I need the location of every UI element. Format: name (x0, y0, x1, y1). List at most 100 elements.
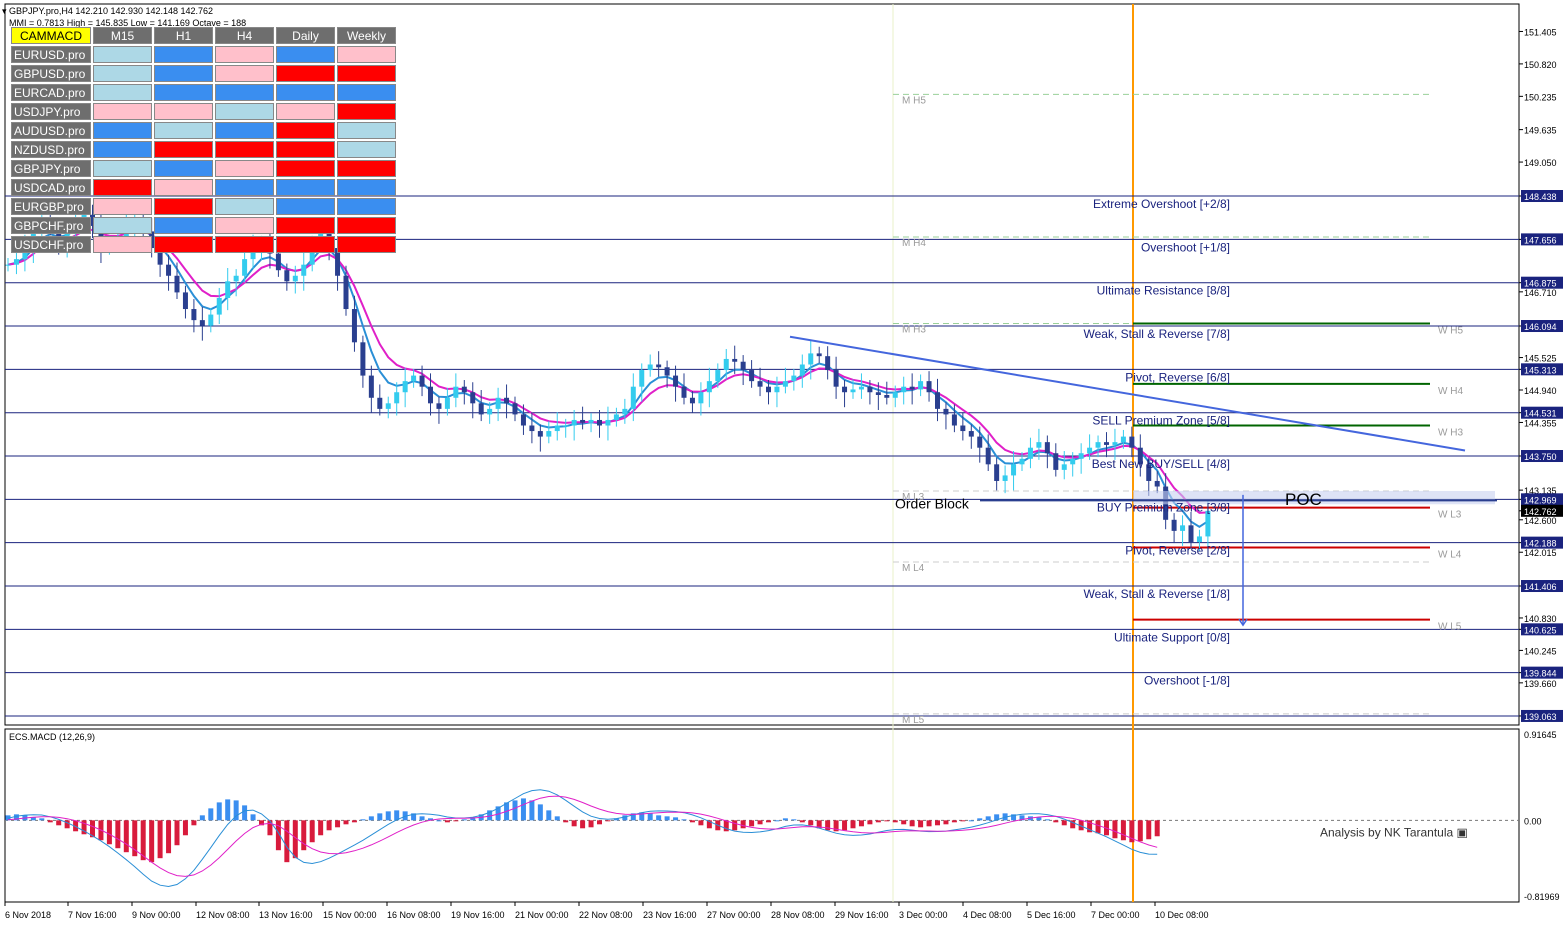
time-tick-label: 12 Nov 08:00 (196, 910, 250, 920)
level-price-badge (1521, 320, 1563, 333)
macd-histogram-bar (301, 820, 307, 851)
macd-histogram-bar (368, 816, 374, 821)
candle-body (174, 275, 180, 293)
macd-histogram-bar (816, 820, 822, 829)
dashboard-row: EURCAD.pro (11, 84, 396, 101)
candle-body (918, 381, 924, 390)
macd-histogram-bar (639, 812, 645, 821)
murrey-label: Pivot, Reverse [6/8] (1125, 370, 1230, 384)
signal-cell (93, 179, 152, 196)
candle-body (166, 264, 172, 276)
signal-cell (93, 46, 152, 63)
col-m15: M15 (93, 27, 152, 44)
candle-body (698, 392, 704, 404)
candle-body (689, 397, 695, 404)
candle-body (419, 375, 425, 387)
candle-body (453, 386, 459, 398)
macd-histogram-bar (630, 813, 636, 821)
signal-cell (215, 103, 274, 120)
signal-cell (154, 103, 213, 120)
price-tick-label: 142.969 (1524, 495, 1557, 505)
signal-cell (93, 141, 152, 158)
candle-body (1171, 519, 1177, 531)
macd-histogram-bar (749, 820, 755, 827)
macd-histogram-bar (673, 817, 679, 821)
murrey-label: Best New BUY/SELL [4/8] (1092, 457, 1230, 471)
time-tick-label: 6 Nov 2018 (5, 910, 51, 920)
time-tick-label: 7 Nov 16:00 (68, 910, 117, 920)
macd-histogram-bar (343, 820, 349, 825)
level-price-badge (1521, 276, 1563, 289)
signal-cell (93, 84, 152, 101)
macd-histogram-bar (1129, 820, 1135, 843)
macd-histogram-bar (951, 820, 957, 823)
signal-cell (215, 84, 274, 101)
macd-tick-label: 0.91645 (1524, 730, 1557, 740)
candle-body (774, 386, 780, 393)
macd-histogram-bar (1061, 820, 1067, 826)
macd-histogram-bar (436, 820, 442, 822)
macd-histogram-bar (250, 814, 256, 821)
macd-histogram-bar (242, 805, 248, 821)
macd-histogram-bar (605, 820, 611, 822)
signal-cell (93, 198, 152, 215)
macd-histogram-bar (689, 820, 695, 823)
monthly-level-label: M L3 (902, 492, 925, 503)
macd-histogram-bar (875, 820, 881, 823)
macd-histogram-bar (681, 819, 687, 821)
candle-body (791, 375, 797, 382)
candle-body (242, 259, 248, 276)
signal-cell (337, 46, 396, 63)
dashboard-row: EURGBP.pro (11, 198, 396, 215)
candle-body (681, 386, 687, 398)
candle-body (1070, 458, 1076, 465)
weekly-level-label: W L5 (1438, 622, 1462, 633)
price-tick-label: 145.313 (1524, 365, 1557, 375)
macd-histogram-bar (1137, 820, 1143, 842)
time-tick-label: 23 Nov 16:00 (643, 910, 697, 920)
price-tick-label: 147.656 (1524, 235, 1557, 245)
time-tick-label: 15 Nov 00:00 (323, 910, 377, 920)
symbol-label: USDCAD.pro (11, 179, 91, 196)
candle-body (1087, 447, 1093, 454)
signal-cell (215, 46, 274, 63)
candle-body (529, 425, 535, 432)
macd-histogram-bar (461, 819, 467, 821)
signal-cell (276, 84, 335, 101)
symbol-label: GBPCHF.pro (11, 217, 91, 234)
candle-body (275, 253, 281, 271)
murrey-label: SELL Premium Zone [5/8] (1092, 414, 1230, 428)
candle-body (1180, 525, 1186, 531)
price-tick-label: 145.525 (1524, 354, 1557, 364)
macd-histogram-bar (284, 820, 290, 863)
candle-body (1044, 442, 1050, 454)
macd-histogram-bar (766, 820, 771, 823)
macd-histogram-bar (825, 820, 831, 831)
candle-body (782, 381, 788, 387)
macd-histogram-bar (199, 815, 205, 821)
dashboard-row: NZDUSD.pro (11, 141, 396, 158)
murrey-label: Weak, Stall & Reverse [7/8] (1083, 327, 1230, 341)
candle-body (292, 275, 298, 282)
candle-body (715, 370, 721, 382)
level-price-badge (1521, 580, 1563, 593)
candle-body (825, 356, 831, 371)
candle-body (1095, 442, 1101, 448)
candle-body (487, 408, 493, 415)
macd-histogram-bar (335, 820, 341, 828)
macd-histogram-bar (326, 820, 332, 831)
murrey-label: Overshoot [+1/8] (1141, 240, 1230, 254)
candle-body (757, 381, 763, 387)
price-tick-label: 140.245 (1524, 646, 1557, 656)
macd-histogram-bar (656, 815, 662, 821)
macd-histogram-bar (453, 820, 459, 822)
time-tick-label: 27 Nov 00:00 (707, 910, 761, 920)
macd-histogram-bar (73, 820, 79, 832)
candle-body (1112, 442, 1118, 445)
dropdown-triangle-icon[interactable]: ▾ (2, 6, 7, 16)
price-tick-label: 139.844 (1524, 669, 1557, 679)
price-tick-label: 146.094 (1524, 322, 1557, 332)
time-tick-label: 7 Dec 00:00 (1091, 910, 1140, 920)
